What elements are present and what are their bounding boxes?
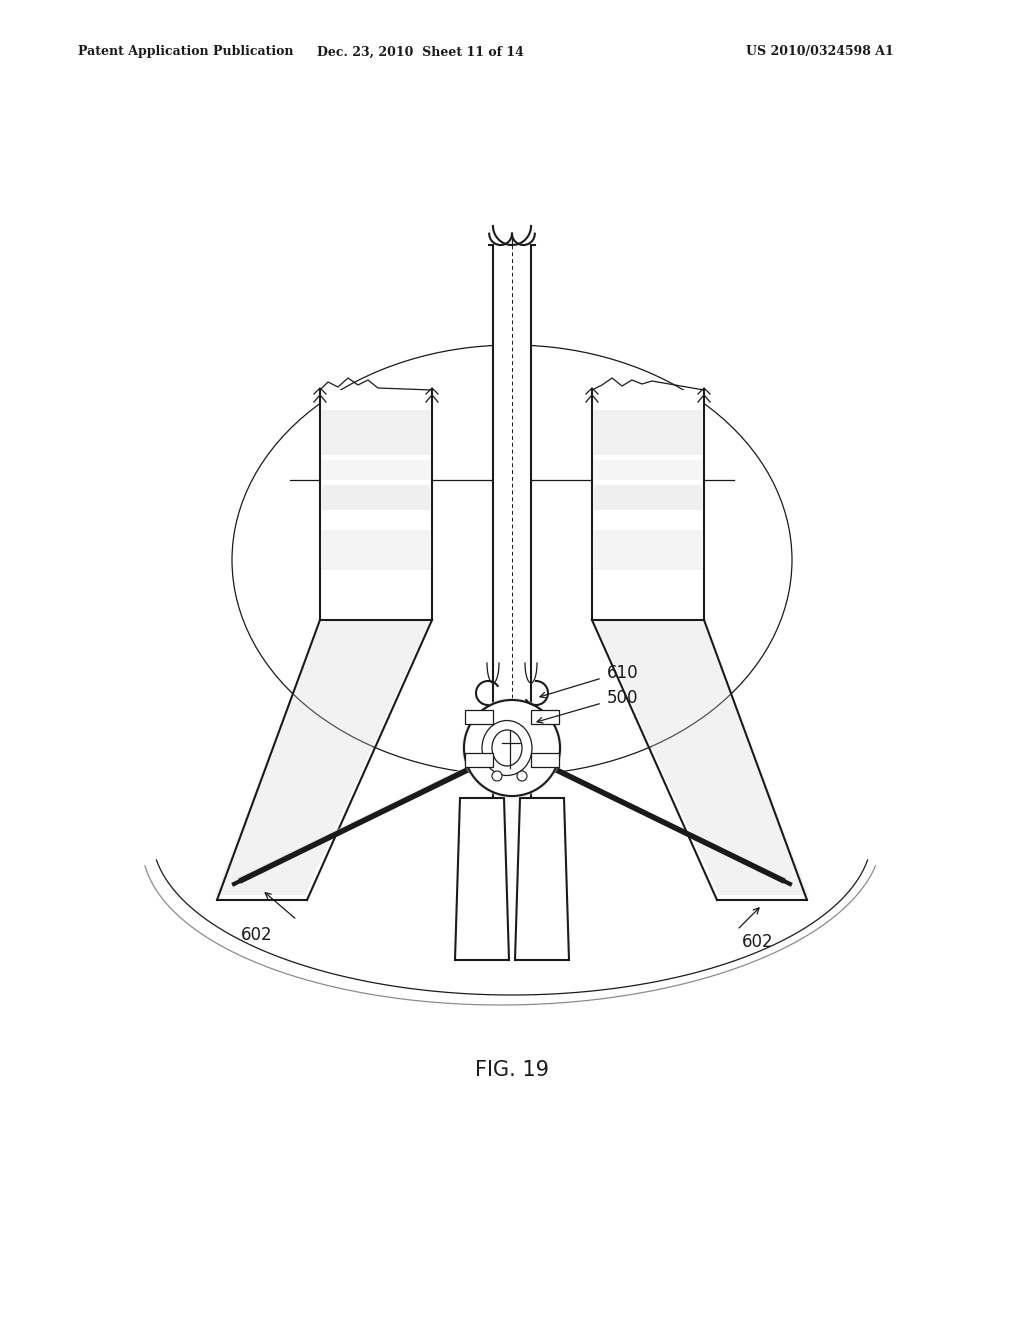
Text: US 2010/0324598 A1: US 2010/0324598 A1	[746, 45, 894, 58]
Text: Dec. 23, 2010  Sheet 11 of 14: Dec. 23, 2010 Sheet 11 of 14	[316, 45, 523, 58]
Polygon shape	[592, 389, 705, 620]
Polygon shape	[594, 620, 809, 895]
Text: 602: 602	[241, 927, 272, 944]
Polygon shape	[594, 459, 702, 480]
Polygon shape	[493, 246, 531, 744]
Polygon shape	[322, 484, 430, 510]
Polygon shape	[465, 752, 493, 767]
Polygon shape	[465, 710, 493, 723]
Polygon shape	[519, 803, 565, 838]
Polygon shape	[322, 459, 430, 480]
Polygon shape	[531, 752, 559, 767]
Circle shape	[492, 771, 502, 781]
Polygon shape	[319, 389, 432, 620]
Text: 500: 500	[607, 689, 639, 708]
Polygon shape	[594, 531, 702, 570]
Polygon shape	[322, 411, 430, 455]
Text: 610: 610	[607, 664, 639, 682]
Text: Patent Application Publication: Patent Application Publication	[78, 45, 294, 58]
Polygon shape	[515, 799, 569, 960]
Circle shape	[462, 698, 562, 799]
Polygon shape	[594, 411, 702, 455]
Polygon shape	[459, 803, 505, 838]
Text: FIG. 19: FIG. 19	[475, 1060, 549, 1080]
Polygon shape	[215, 620, 430, 895]
Text: 602: 602	[742, 933, 773, 950]
Polygon shape	[594, 484, 702, 510]
Polygon shape	[531, 710, 559, 723]
Polygon shape	[322, 531, 430, 570]
Circle shape	[517, 771, 527, 781]
Polygon shape	[455, 799, 509, 960]
Circle shape	[464, 700, 560, 796]
